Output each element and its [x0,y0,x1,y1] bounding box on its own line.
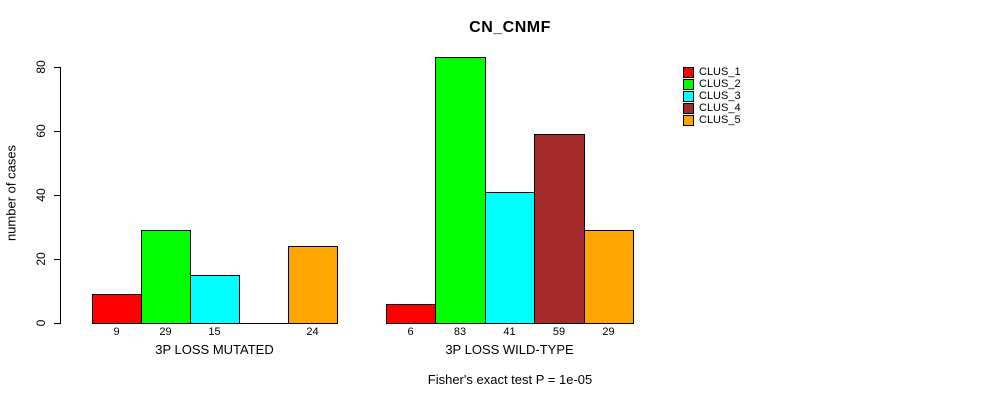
y-tick-label: 0 [34,319,48,327]
legend-item-clus_2: CLUS_2 [683,78,741,90]
legend-item-clus_5: CLUS_5 [683,114,741,126]
chart-title: CN_CNMF [469,19,551,36]
legend-item-clus_3: CLUS_3 [683,90,741,102]
legend-color-swatch [683,90,694,102]
bar-clus_2 [141,230,191,324]
bar-clus_1 [92,294,142,324]
y-axis-label: number of cases [3,144,19,242]
bar-count-label: 59 [552,326,566,338]
bar-count-label: 41 [503,326,516,338]
bar-count-label: 29 [159,326,172,338]
y-tick-label: 60 [34,124,48,138]
bar-count-label: 29 [602,326,615,338]
legend-item-label: CLUS_4 [699,101,741,114]
legend-item-label: CLUS_3 [699,89,741,102]
legend-item-clus_1: CLUS_1 [683,66,741,78]
legend-color-swatch [683,78,694,90]
y-tick-mark [54,323,60,324]
y-tick-mark [54,195,60,196]
legend-item-label: CLUS_2 [699,77,741,90]
bar-count-label: 9 [113,326,120,338]
y-axis [60,67,61,324]
bar-count-label: 15 [208,326,221,338]
y-tick-label: 20 [34,252,48,266]
legend-color-swatch [683,66,694,78]
bar-clus_4 [534,134,585,324]
y-tick-label: 40 [34,188,48,202]
legend-color-swatch [683,114,694,126]
y-tick-mark [54,131,60,132]
y-tick-mark [54,67,60,68]
y-tick-label: 80 [34,60,48,74]
bar-clus_1 [386,304,436,324]
legend-item-label: CLUS_1 [699,65,741,78]
bar-clus_3 [190,275,240,324]
bar-count-label: 6 [407,326,414,338]
footnote-pvalue: Fisher's exact test P = 1e-05 [427,372,593,387]
bar-clus_2 [435,57,486,324]
bar-count-label: 83 [453,326,467,338]
bar-count-label: 24 [306,326,319,338]
bar-clus_4-zero [239,323,289,324]
legend-color-swatch [683,102,694,114]
category-label: 3P LOSS MUTATED [155,342,274,357]
bar-clus_5 [288,246,338,324]
legend-item-label: CLUS_5 [699,113,741,126]
bar-clus_5 [584,230,634,324]
category-label: 3P LOSS WILD-TYPE [445,342,574,357]
legend-item-clus_4: CLUS_4 [683,102,741,114]
y-tick-mark [54,259,60,260]
bar-clus_3 [485,192,535,324]
